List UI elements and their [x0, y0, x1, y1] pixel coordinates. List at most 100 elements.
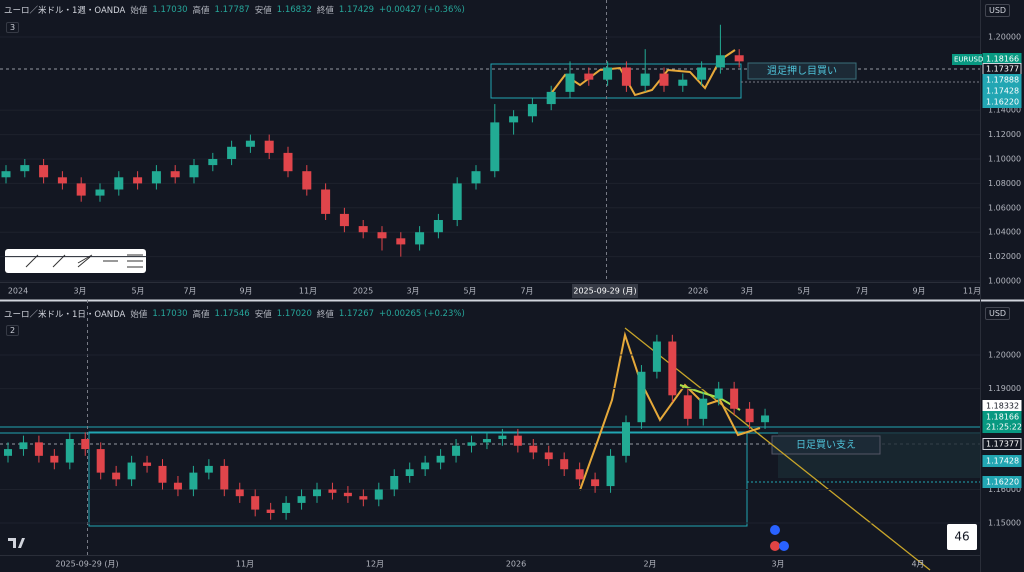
price-tag: 1.18166 [986, 55, 1019, 64]
zone-box [88, 431, 748, 527]
candle-body [359, 496, 368, 500]
indicator-count[interactable]: 3 [6, 22, 20, 33]
price-tag-bg [982, 96, 1022, 108]
candle-body [513, 435, 522, 446]
candle-body [699, 398, 708, 419]
x-tick-label: 9月 [912, 287, 925, 296]
ohlc-label: 安値 [254, 6, 272, 16]
candle-body [603, 67, 613, 80]
y-tick-label: 1.19000 [988, 384, 1021, 393]
price-tag: 21:25:22 [986, 423, 1022, 432]
candle-body [390, 475, 399, 490]
candle-body [452, 183, 462, 221]
ohlc-label: 高値 [192, 6, 210, 16]
candle-body [544, 452, 553, 460]
candle-body [34, 442, 43, 456]
candle-body [283, 152, 293, 172]
zone-box [490, 63, 742, 99]
crosshair-label: 2025-09-29 (月) [573, 287, 636, 296]
x-tick-label: 12月 [366, 560, 384, 569]
candle-body [220, 465, 229, 490]
x-tick-label: 9月 [239, 287, 252, 296]
candle-body [606, 455, 615, 487]
x-tick-label: 3月 [740, 287, 753, 296]
candle-body [668, 341, 677, 396]
drawing-toolbar[interactable] [5, 249, 146, 273]
candle-body [565, 73, 575, 92]
candle-body [39, 165, 49, 178]
candle-body [374, 489, 383, 500]
ohlc-value: 1.17267 [338, 309, 375, 319]
candle-body [640, 73, 650, 86]
candle-body [143, 462, 152, 466]
candle-body [158, 465, 167, 483]
x-tick-label: 3月 [73, 287, 86, 296]
ohlc-label: 高値 [192, 310, 210, 320]
y-tick-label: 1.15000 [988, 519, 1021, 528]
candle-body [683, 395, 692, 419]
candle-body [745, 408, 754, 423]
candle-body [19, 442, 28, 450]
x-tick-label: 7月 [855, 287, 868, 296]
candle-body [321, 189, 331, 214]
ohlc-label: 終値 [316, 310, 334, 320]
badge-box [947, 524, 977, 550]
symbol-tag-bg [952, 54, 982, 65]
ohlc-value: 1.17030 [152, 5, 188, 15]
y-tick-label: 1.20000 [988, 32, 1021, 41]
currency[interactable]: USD [985, 307, 1011, 320]
currency[interactable]: USD [985, 4, 1011, 17]
x-tick-label: 5月 [463, 287, 476, 296]
candle-body [266, 509, 275, 513]
symbol[interactable]: ユーロ／米ドル・1週・OANDA [4, 6, 126, 16]
candle-body [637, 371, 646, 423]
indicator-count[interactable]: 2 [6, 325, 20, 336]
event-icons [770, 525, 789, 551]
candle-body [189, 472, 198, 490]
candle-body [421, 462, 430, 470]
candle-body [377, 232, 387, 239]
price-tag-bg [982, 438, 1022, 450]
symbol[interactable]: ユーロ／米ドル・1日・OANDA [4, 310, 126, 320]
annotation: 日足買い支え [796, 439, 856, 451]
candle-body [490, 122, 500, 172]
y-tick-label: 1.16000 [988, 485, 1021, 494]
ohlc-value: 1.17546 [214, 309, 250, 319]
candle-body [151, 171, 161, 184]
candle-body [527, 104, 537, 117]
x-tick-label: 5月 [797, 287, 810, 296]
price-tag: 1.18166 [986, 413, 1019, 422]
candle-body [509, 116, 519, 123]
candle-body [189, 165, 199, 178]
x-tick-label: 2026 [688, 287, 708, 296]
candle-body [575, 469, 584, 480]
candle-body [734, 55, 744, 62]
candle-body [396, 238, 406, 245]
candle-body [81, 439, 90, 450]
y-tick-label: 1.12000 [988, 130, 1021, 139]
logo [8, 538, 25, 548]
candle-body [452, 445, 461, 456]
x-tick-label: 11月 [963, 287, 981, 296]
candle-body [328, 489, 337, 493]
candle-body [546, 91, 556, 105]
ohlc-value: 1.17020 [276, 309, 312, 319]
annotation-box [747, 62, 857, 80]
x-tick-label: 7月 [183, 287, 196, 296]
candle-body [251, 496, 260, 510]
change: +0.00427 (+0.36%) [379, 5, 465, 15]
x-tick-label: 11月 [236, 560, 254, 569]
annotation: 週足押し目買い [767, 64, 837, 77]
candle-body [65, 439, 74, 463]
y-tick-label: 1.02000 [988, 252, 1021, 261]
candle-body [245, 140, 255, 147]
candle-body [1, 171, 11, 178]
candle-body [76, 183, 86, 196]
price-tag-bg [982, 476, 1022, 488]
candle-body [96, 449, 105, 473]
candle-body [227, 146, 237, 159]
y-tick-label: 1.06000 [988, 203, 1021, 212]
candle-body [235, 489, 244, 497]
